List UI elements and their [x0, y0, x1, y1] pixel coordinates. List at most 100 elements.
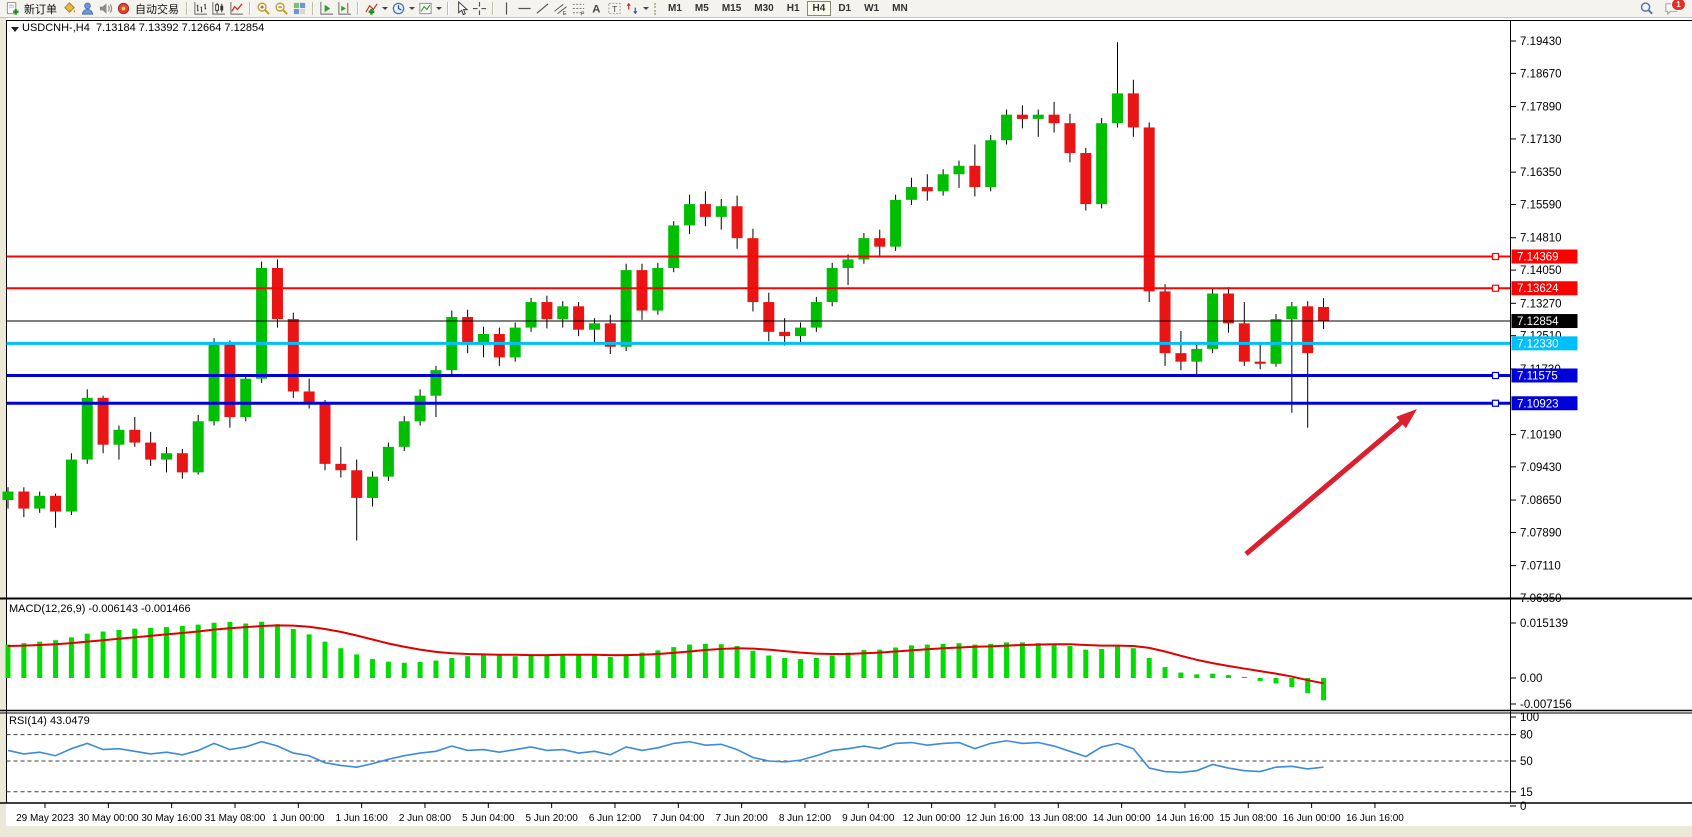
chart-shift-button[interactable]	[336, 1, 353, 17]
chevron-down-icon[interactable]	[643, 7, 649, 10]
chart-dropdown-icon[interactable]	[11, 27, 19, 32]
candle-up	[192, 421, 204, 473]
line-chart-button[interactable]	[228, 1, 245, 17]
crosshair-button[interactable]	[471, 1, 488, 17]
styler-button[interactable]	[61, 1, 78, 17]
timeframe-m5[interactable]: M5	[694, 3, 709, 14]
toolbar-separator	[492, 2, 494, 15]
candle-down	[1222, 293, 1234, 324]
timeframe-m1[interactable]: M1	[668, 3, 682, 14]
autotrade-label: 自动交易	[135, 3, 179, 16]
time-tick-label: 30 May 16:00	[141, 813, 202, 824]
time-tick-label: 5 Jun 20:00	[526, 813, 579, 824]
candle-down	[1080, 152, 1092, 205]
candle-down	[335, 463, 347, 471]
time-axis[interactable]: 29 May 2023 30 May 00:00 30 May 16:00 31 Ma…	[16, 803, 1404, 825]
text-label-button[interactable]: T	[606, 1, 623, 17]
bar-chart-button[interactable]	[192, 1, 209, 17]
cursor-button[interactable]	[453, 1, 470, 17]
candle-up	[668, 225, 680, 268]
auto-scroll-button[interactable]	[318, 1, 335, 17]
candle-up	[858, 238, 870, 260]
autotrade-button[interactable]: 自动交易	[115, 1, 182, 17]
rsi-tick-label: 50	[1520, 756, 1533, 768]
candlestick-chart-button[interactable]	[210, 1, 227, 17]
zoom-in-button[interactable]	[255, 1, 272, 17]
horizontal-line-icon	[518, 7, 531, 10]
timeframe-h4[interactable]: H4	[806, 1, 832, 16]
timeframe-d1[interactable]: D1	[838, 3, 852, 14]
timeframe-m15[interactable]: M15	[721, 3, 742, 14]
toolbar-separator	[249, 2, 251, 15]
resistance-line-1-handle[interactable]	[1491, 252, 1500, 261]
timeframe-h1[interactable]: H1	[786, 3, 800, 14]
chart-symbol: USDCNH-,H4	[22, 22, 90, 34]
arrows-button[interactable]	[624, 1, 650, 17]
candle-up	[1001, 114, 1013, 141]
equidistant-channel-button[interactable]: E	[552, 1, 569, 17]
timeframe-m30[interactable]: M30	[754, 3, 774, 14]
resistance-line-2-handle[interactable]	[1491, 284, 1500, 292]
svg-text:F: F	[581, 12, 585, 16]
price-tick-label: 7.17130	[1520, 134, 1562, 146]
support-line-cyan-price-flag-label: 7.12330	[1517, 338, 1559, 350]
horizontal-line-button[interactable]	[516, 1, 533, 17]
candle-down	[319, 402, 331, 464]
time-tick-label: 12 Jun 00:00	[903, 813, 961, 824]
price-axis[interactable]: 7.19430 7.18670 7.17890 7.17130 7.16350 7.155…	[1510, 36, 1578, 813]
tile-windows-button[interactable]	[291, 1, 308, 17]
candle-up	[1270, 319, 1282, 364]
zoom-in-icon	[257, 2, 270, 15]
time-tick-label: 29 May 2023	[16, 813, 74, 824]
templates-icon	[419, 2, 432, 15]
candle-up	[65, 459, 77, 512]
arrow-annotation[interactable]	[1244, 409, 1417, 556]
periods-button[interactable]	[390, 1, 416, 17]
candle-down	[462, 316, 474, 345]
candle-down	[1302, 306, 1314, 354]
support-line-blue-1-handle[interactable]	[1491, 371, 1500, 380]
templates-button[interactable]	[417, 1, 443, 17]
sound-button[interactable]	[97, 1, 114, 17]
chevron-down-icon[interactable]	[409, 7, 415, 10]
fibonacci-icon: F	[572, 3, 585, 16]
candle-down	[145, 442, 157, 460]
search-button[interactable]	[1638, 1, 1655, 17]
timeframe-w1[interactable]: W1	[864, 3, 880, 14]
candle-down	[493, 333, 505, 358]
timeframe-mn[interactable]: MN	[892, 3, 908, 14]
candle-up	[430, 370, 442, 396]
candle-up	[842, 259, 854, 268]
support-line-blue-2-handle[interactable]	[1491, 399, 1500, 407]
candle-up	[2, 491, 14, 501]
candle-up	[620, 270, 632, 347]
fibonacci-button[interactable]: F	[570, 1, 587, 17]
chevron-down-icon[interactable]	[436, 7, 442, 10]
macd-tick-label: 0.00	[1520, 673, 1542, 685]
time-tick-label: 14 Jun 00:00	[1093, 813, 1151, 824]
candle-up	[161, 453, 172, 460]
vertical-line-button[interactable]	[498, 1, 515, 17]
arrow-shaft[interactable]	[1244, 419, 1405, 556]
arrow-head[interactable]	[1396, 409, 1417, 429]
candle-down	[1254, 361, 1266, 364]
trendline-button[interactable]	[534, 1, 551, 17]
chevron-down-icon[interactable]	[382, 7, 388, 10]
new-order-label: 新订单	[24, 3, 57, 16]
text-button[interactable]: A	[588, 1, 605, 17]
candlestick-chart-icon	[212, 1, 226, 15]
arrows-icon	[626, 2, 638, 15]
time-tick-label: 8 Jun 12:00	[779, 813, 832, 824]
new-order-button[interactable]: 新订单	[4, 1, 60, 17]
price-tick-label: 7.13270	[1520, 298, 1562, 310]
zoom-out-button[interactable]	[273, 1, 290, 17]
community-button[interactable]	[79, 1, 96, 17]
candle-up	[1286, 306, 1298, 320]
notifications-button[interactable]: 1	[1663, 0, 1686, 17]
candles	[2, 42, 1330, 541]
price-tick-label: 7.07890	[1520, 527, 1562, 539]
indicators-button[interactable]	[363, 1, 389, 17]
rsi-tick-label: 0	[1520, 801, 1526, 813]
macd-pane	[5, 621, 1327, 701]
